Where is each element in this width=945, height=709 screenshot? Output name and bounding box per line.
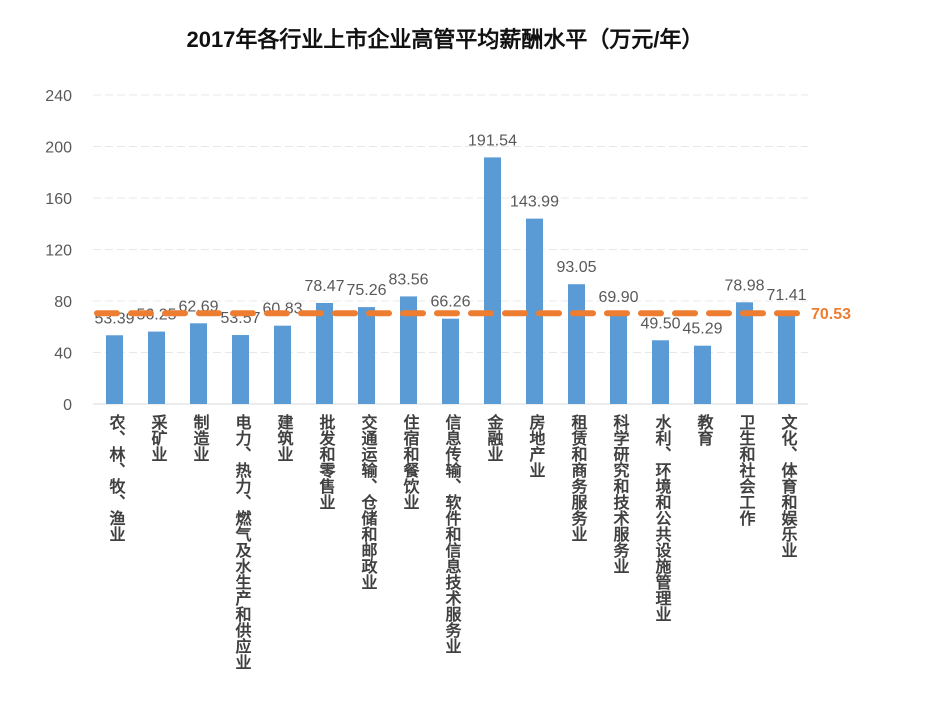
x-tick-label: 制造业	[190, 414, 208, 462]
data-label: 83.56	[388, 271, 428, 288]
y-tick-label: 0	[63, 397, 72, 414]
x-tick-label: 教育	[694, 414, 712, 446]
data-label: 66.26	[430, 294, 470, 311]
bar	[694, 345, 711, 404]
bar	[610, 314, 627, 404]
y-tick-label: 120	[45, 243, 72, 260]
data-label: 45.29	[682, 321, 722, 338]
x-tick-label: 文化、体育和娱乐业	[778, 414, 796, 558]
data-label: 69.90	[598, 289, 638, 306]
data-label: 75.26	[346, 282, 386, 299]
data-label: 78.47	[304, 278, 344, 295]
bar	[736, 302, 753, 404]
x-tick-label: 电力、热力、燃气及水生产和供应业	[232, 414, 250, 670]
x-tick-label: 采矿业	[148, 414, 166, 462]
bar	[358, 307, 375, 404]
bar	[316, 302, 333, 404]
bar	[106, 335, 123, 404]
bar	[190, 323, 207, 404]
bar	[400, 296, 417, 404]
y-tick-label: 200	[45, 140, 72, 157]
bar	[442, 318, 459, 404]
x-tick-label: 批发和零售业	[316, 414, 334, 510]
x-tick-label: 房地产业	[526, 414, 544, 478]
bar	[232, 335, 249, 404]
data-label: 191.54	[468, 132, 517, 149]
x-tick-label: 信息传输、软件和信息技术服务业	[442, 414, 460, 654]
x-tick-label: 科学研究和技术服务业	[610, 414, 628, 574]
y-tick-label: 160	[45, 191, 72, 208]
data-label: 71.41	[766, 287, 806, 304]
data-label: 93.05	[556, 259, 596, 276]
bar	[148, 331, 165, 404]
y-tick-label: 240	[45, 88, 72, 105]
data-label: 49.50	[640, 315, 680, 332]
bar	[778, 312, 795, 404]
x-tick-label: 金融业	[484, 414, 502, 462]
y-tick-label: 80	[54, 294, 72, 311]
x-tick-label: 农、林、牧、渔业	[106, 414, 124, 542]
bar	[274, 325, 291, 404]
bar	[484, 157, 501, 404]
data-label: 143.99	[510, 194, 559, 211]
average-label: 70.53	[811, 306, 851, 323]
chart-title: 2017年各行业上市企业高管平均薪酬水平（万元/年）	[186, 27, 704, 52]
bar	[526, 218, 543, 404]
x-tick-label: 住宿和餐饮业	[400, 414, 418, 510]
x-tick-label: 水利、环境和公共设施管理业	[652, 414, 670, 622]
bar	[652, 340, 669, 404]
y-tick-label: 40	[54, 346, 72, 363]
bar	[568, 284, 585, 404]
data-label: 78.98	[724, 277, 764, 294]
x-tick-label: 交通运输、仓储和邮政业	[358, 414, 376, 590]
x-tick-label: 卫生和社会工作	[736, 414, 754, 526]
x-tick-label: 租赁和商务服务业	[568, 414, 586, 542]
x-tick-label: 建筑业	[274, 414, 292, 462]
